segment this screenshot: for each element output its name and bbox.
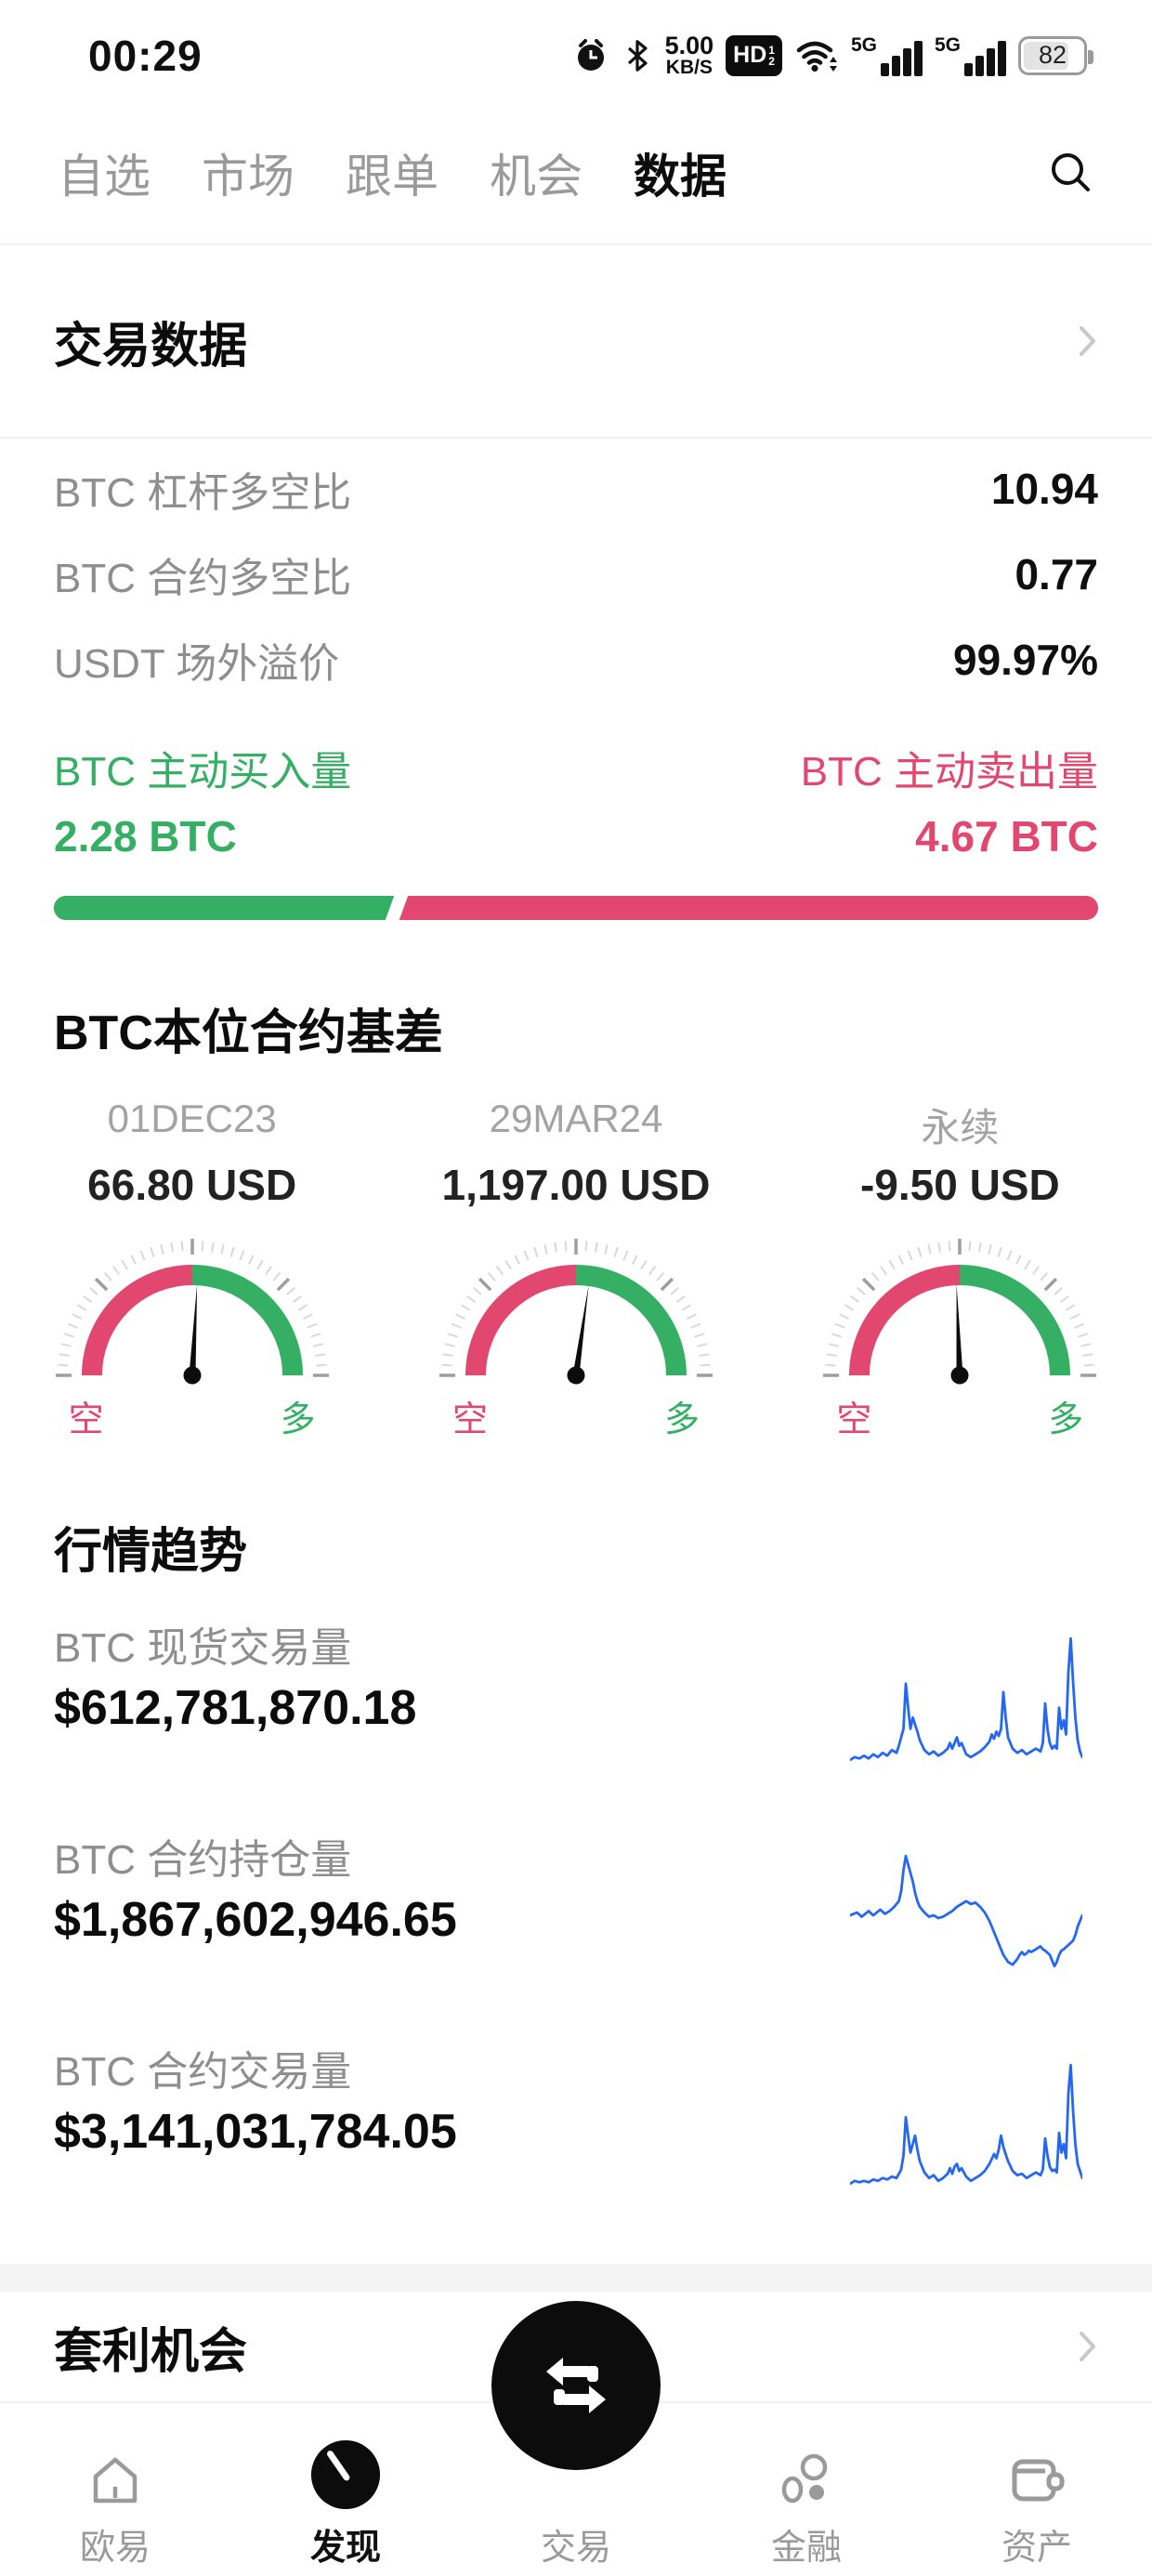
trend-row: BTC 合约交易量 $3,141,031,784.05 xyxy=(0,2043,1152,2210)
stat-value: 99.97% xyxy=(952,636,1098,684)
contract-label: 29MAR24 xyxy=(489,1097,663,1140)
short-label: 空 xyxy=(836,1400,872,1439)
long-label: 多 xyxy=(280,1400,316,1439)
bluetooth-icon xyxy=(627,40,648,72)
stat-label: BTC 合约多空比 xyxy=(54,556,352,601)
top-tab-bar: 自选 市场 跟单 机会 数据 xyxy=(0,102,1152,243)
stat-value: 0.77 xyxy=(1015,550,1098,598)
wallet-icon xyxy=(1012,2459,1065,2502)
chevron-right-icon xyxy=(1080,2332,1095,2361)
finance-icon xyxy=(781,2453,828,2504)
wifi-icon xyxy=(796,41,837,72)
tab-opportunities[interactable]: 机会 xyxy=(490,151,583,203)
contract-label: 01DEC23 xyxy=(107,1097,277,1140)
search-icon[interactable] xyxy=(1048,150,1094,196)
signal-icon: 5G xyxy=(935,35,1006,76)
trend-row: BTC 现货交易量 $612,781,870.18 xyxy=(0,1619,1152,1786)
nav-item-assets[interactable]: 资产 xyxy=(922,2403,1152,2576)
tab-watchlist[interactable]: 自选 xyxy=(58,151,151,203)
stat-label: USDT 场外溢价 xyxy=(54,641,340,687)
alarm-icon xyxy=(577,38,604,71)
gauge-chart xyxy=(823,1239,1097,1385)
basis-gauge: 永续 -9.50 USD 空 多 xyxy=(768,1097,1152,1439)
taker-sell-label: BTC 主动卖出量 xyxy=(800,749,1098,795)
basis-section: BTC本位合约基差 01DEC23 66.80 USD 空 多 xyxy=(0,920,1152,1439)
nav-label: 发现 xyxy=(309,2529,381,2568)
stat-row: BTC 杠杆多空比 10.94 xyxy=(54,446,1098,532)
nav-item-finance[interactable]: 金融 xyxy=(691,2403,922,2576)
signal-icon: 5G xyxy=(851,35,923,76)
arbitrage-header[interactable]: 套利机会 xyxy=(0,2292,1152,2401)
tab-data[interactable]: 数据 xyxy=(634,151,727,203)
taker-buy-label: BTC 主动买入量 xyxy=(54,749,352,795)
chevron-right-icon xyxy=(1080,326,1095,356)
divider xyxy=(0,243,1152,245)
sparkline-chart xyxy=(850,2054,1082,2195)
trend-value: $1,867,602,946.65 xyxy=(54,1893,457,1947)
divider xyxy=(0,437,1152,439)
taker-ratio-bar xyxy=(54,896,1098,920)
trend-label: BTC 合约交易量 xyxy=(54,2049,352,2095)
trade-data-header[interactable]: 交易数据 xyxy=(0,245,1152,437)
basis-value: 66.80 USD xyxy=(87,1161,297,1209)
section-title: 行情趋势 xyxy=(54,1524,248,1579)
trade-data-stats: BTC 杠杆多空比 10.94 BTC 合约多空比 0.77 USDT 场外溢价… xyxy=(0,439,1152,703)
stat-value: 10.94 xyxy=(990,465,1098,513)
section-title: 交易数据 xyxy=(54,319,248,374)
gauge-chart xyxy=(439,1239,713,1385)
taker-buy-value: 2.28 BTC xyxy=(54,812,237,861)
clock-time: 00:29 xyxy=(88,32,203,80)
nav-label: 交易 xyxy=(540,2529,611,2568)
sparkline-chart xyxy=(850,1842,1082,1983)
trade-fab-button[interactable] xyxy=(491,2301,661,2470)
battery-icon: 82 xyxy=(1018,35,1093,75)
trend-value: $3,141,031,784.05 xyxy=(54,2105,457,2159)
basis-value: -9.50 USD xyxy=(859,1161,1060,1209)
basis-gauge: 01DEC23 66.80 USD 空 多 xyxy=(0,1097,384,1439)
taker-sell-value: 4.67 BTC xyxy=(915,812,1098,861)
stat-row: BTC 合约多空比 0.77 xyxy=(54,532,1098,617)
discover-icon xyxy=(310,2439,381,2510)
taker-flow: BTC 主动买入量 BTC 主动卖出量 2.28 BTC 4.67 BTC xyxy=(0,703,1152,920)
stat-row: USDT 场外溢价 99.97% xyxy=(54,617,1098,703)
short-label: 空 xyxy=(68,1400,104,1439)
nav-item-home[interactable]: 欧易 xyxy=(0,2403,230,2576)
trend-value: $612,781,870.18 xyxy=(54,1681,417,1735)
section-title: BTC本位合约基差 xyxy=(54,1005,443,1060)
short-label: 空 xyxy=(452,1400,488,1439)
section-separator xyxy=(0,2264,1152,2292)
nav-item-trade[interactable]: 交易 xyxy=(461,2403,691,2576)
basis-gauge: 29MAR24 1,197.00 USD 空 多 xyxy=(384,1097,767,1439)
section-title: 套利机会 xyxy=(54,2324,248,2379)
tab-markets[interactable]: 市场 xyxy=(202,151,295,203)
long-label: 多 xyxy=(663,1400,700,1439)
trend-row: BTC 合约持仓量 $1,867,602,946.65 xyxy=(0,1831,1152,1998)
basis-value: 1,197.00 USD xyxy=(441,1161,711,1209)
tab-copy-trading[interactable]: 跟单 xyxy=(346,151,439,203)
long-label: 多 xyxy=(1048,1400,1084,1439)
nav-label: 资产 xyxy=(1001,2529,1072,2568)
contract-label: 永续 xyxy=(921,1106,1000,1150)
stat-label: BTC 杠杆多空比 xyxy=(54,470,352,516)
network-speed: 5.00 KB/S xyxy=(664,32,714,78)
trend-section: 行情趋势 BTC 现货交易量 $612,781,870.18 BTC 合约持仓量… xyxy=(0,1439,1152,2210)
home-icon xyxy=(93,2457,137,2504)
nav-label: 金融 xyxy=(770,2529,842,2568)
nav-label: 欧易 xyxy=(79,2529,151,2568)
gauge-chart xyxy=(55,1239,329,1385)
bottom-nav: 欧易 发现 交易 金融 xyxy=(0,2403,1152,2576)
trend-label: BTC 现货交易量 xyxy=(54,1625,352,1671)
sparkline-chart xyxy=(850,1630,1082,1771)
nav-item-discover[interactable]: 发现 xyxy=(230,2403,461,2576)
swap-icon xyxy=(546,2358,606,2413)
trend-label: BTC 合约持仓量 xyxy=(54,1837,352,1883)
